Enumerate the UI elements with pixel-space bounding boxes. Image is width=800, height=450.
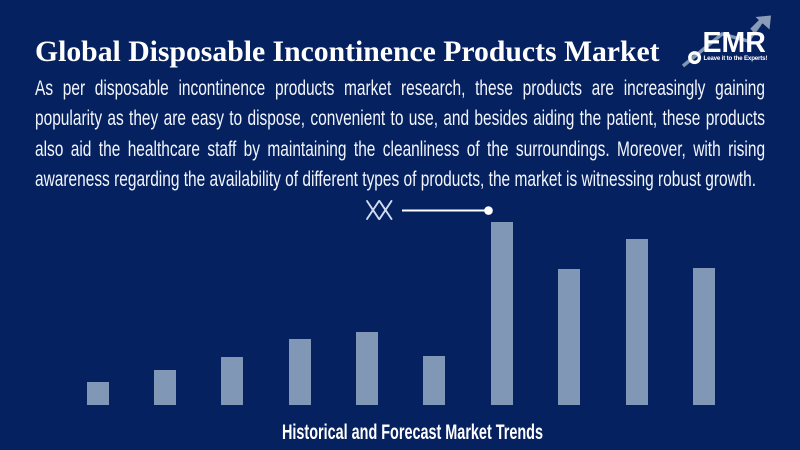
svg-text:Leave it to the Experts!: Leave it to the Experts!: [704, 55, 768, 62]
svg-text:EMR: EMR: [703, 27, 766, 59]
